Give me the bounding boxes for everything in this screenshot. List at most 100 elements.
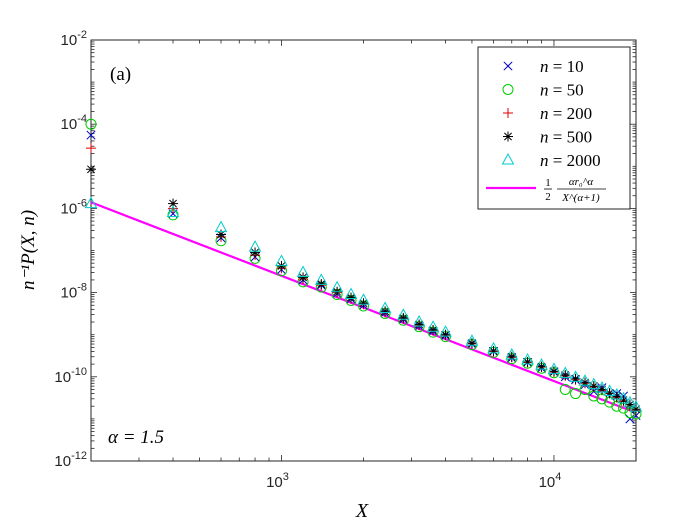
legend-entries: n = 10 n = 50 n = 200 n = 500 n = 2000 bbox=[501, 57, 601, 170]
data-point bbox=[378, 301, 392, 313]
legend-label: n = 10 bbox=[540, 57, 584, 76]
data-point bbox=[569, 370, 582, 382]
data-point bbox=[587, 377, 601, 390]
y-tick-label: 10-2 bbox=[61, 29, 87, 49]
data-point bbox=[86, 143, 96, 154]
data-point bbox=[84, 196, 98, 209]
data-point bbox=[488, 346, 499, 357]
alpha-annotation: α = 1.5 bbox=[108, 427, 164, 448]
x-tick-label: 103 bbox=[266, 471, 289, 491]
legend-marker bbox=[503, 108, 513, 118]
series-2000 bbox=[84, 196, 643, 412]
data-point bbox=[466, 338, 477, 349]
data-point bbox=[358, 298, 369, 309]
data-point bbox=[558, 366, 572, 378]
legend-marker bbox=[501, 152, 515, 165]
legend-theory-den: X^(α+1) bbox=[561, 192, 600, 204]
legend-marker bbox=[503, 61, 513, 71]
axis-ticks bbox=[90, 40, 637, 462]
data-point bbox=[86, 130, 96, 140]
legend-entry-n-200: n = 200 bbox=[503, 104, 592, 123]
data-point bbox=[314, 273, 328, 285]
y-tick-label: 10-4 bbox=[61, 113, 87, 133]
data-point bbox=[296, 265, 310, 278]
data-point bbox=[506, 351, 517, 362]
data-point bbox=[547, 362, 561, 374]
legend-entry-n-50: n = 50 bbox=[502, 81, 584, 100]
data-point bbox=[623, 395, 637, 408]
data-point bbox=[580, 377, 591, 388]
data-point bbox=[536, 361, 547, 372]
legend-entry-n-2000: n = 2000 bbox=[501, 151, 601, 170]
data-point bbox=[578, 374, 592, 386]
data-point bbox=[617, 391, 630, 404]
data-point bbox=[276, 260, 287, 271]
data-point bbox=[535, 358, 548, 370]
data-point bbox=[522, 356, 533, 367]
series-layer bbox=[84, 118, 643, 424]
data-point bbox=[344, 287, 358, 300]
data-point bbox=[426, 320, 440, 332]
legend-marker bbox=[503, 131, 513, 142]
data-point bbox=[465, 334, 479, 346]
data-point bbox=[380, 306, 391, 317]
legend: n = 10 n = 50 n = 200 n = 500 n = 2000 1 2 α… bbox=[477, 46, 631, 210]
legend-theory-half-den: 2 bbox=[545, 191, 551, 203]
data-point bbox=[428, 324, 439, 335]
legend-label: n = 500 bbox=[540, 128, 592, 147]
x-axis-label: X bbox=[355, 500, 369, 522]
data-point bbox=[214, 220, 228, 233]
legend-entry-theory: 1 2 αr₀^α X^(α+1) bbox=[486, 176, 606, 204]
legend-theory-num: αr₀^α bbox=[569, 176, 594, 188]
legend-theory-half-num: 1 bbox=[545, 177, 551, 189]
y-tick-label: 10-10 bbox=[54, 366, 87, 386]
x-tick-labels: 103 104 bbox=[266, 471, 561, 491]
data-point bbox=[275, 254, 288, 266]
data-point bbox=[357, 293, 370, 305]
data-point bbox=[570, 388, 582, 400]
legend-label: n = 200 bbox=[540, 104, 592, 123]
legend-entry-n-10: n = 10 bbox=[503, 57, 584, 76]
panel-label: (a) bbox=[110, 64, 131, 85]
data-point bbox=[595, 381, 609, 393]
legend-box bbox=[477, 46, 631, 210]
data-point bbox=[216, 229, 227, 240]
data-point bbox=[439, 325, 452, 337]
data-point bbox=[487, 341, 500, 354]
data-point bbox=[414, 319, 425, 330]
legend-entry-n-500: n = 500 bbox=[503, 128, 592, 147]
y-tick-label: 10-12 bbox=[54, 450, 87, 470]
y-tick-label: 10-8 bbox=[61, 282, 87, 302]
data-point bbox=[86, 164, 96, 175]
data-point bbox=[603, 384, 616, 396]
data-point bbox=[250, 247, 261, 258]
x-tick-label: 104 bbox=[539, 471, 562, 491]
data-point bbox=[625, 414, 635, 424]
data-point bbox=[629, 400, 643, 412]
data-point bbox=[398, 312, 409, 323]
data-point bbox=[548, 366, 559, 377]
data-point bbox=[559, 383, 571, 395]
data-point bbox=[85, 118, 97, 130]
data-point bbox=[298, 272, 309, 283]
y-axis-label: n⁻¹P(X, n) bbox=[18, 210, 39, 290]
data-point bbox=[346, 292, 357, 303]
data-point bbox=[521, 353, 534, 365]
data-point bbox=[440, 329, 451, 340]
legend-label: n = 50 bbox=[540, 81, 584, 100]
y-tick-labels: 10-2 10-4 10-6 10-8 10-10 10-12 bbox=[54, 29, 87, 470]
data-point bbox=[412, 314, 426, 327]
data-point bbox=[631, 404, 641, 415]
data-point bbox=[396, 308, 410, 320]
data-point bbox=[560, 370, 571, 381]
data-point bbox=[505, 347, 519, 360]
data-point bbox=[624, 399, 635, 410]
data-point bbox=[610, 387, 624, 400]
data-point bbox=[248, 240, 262, 252]
y-tick-label: 10-6 bbox=[61, 197, 87, 217]
legend-label: n = 2000 bbox=[540, 151, 601, 170]
data-point bbox=[166, 205, 180, 217]
data-point bbox=[168, 198, 179, 209]
data-point bbox=[330, 280, 344, 293]
